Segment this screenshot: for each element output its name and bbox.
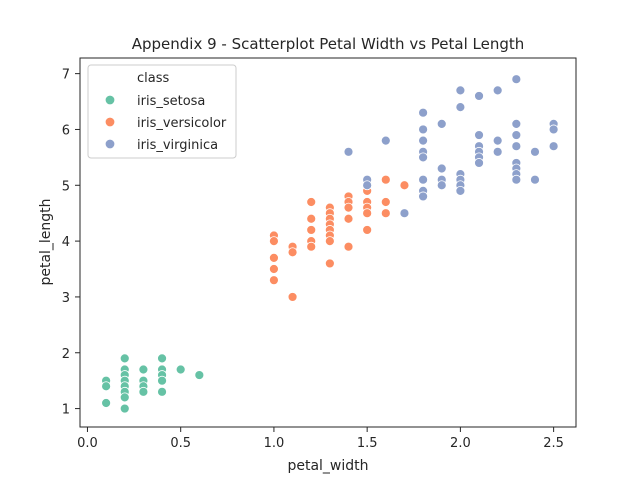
legend-title: class <box>137 71 169 86</box>
point-iris_setosa-14 <box>138 386 149 397</box>
point-iris_virginica-14 <box>436 163 447 174</box>
point-iris_versicolor-19 <box>324 236 335 247</box>
point-iris_virginica-28 <box>474 158 484 168</box>
point-iris_virginica-16 <box>436 180 447 191</box>
x-tick-label: 1.0 <box>264 436 285 451</box>
point-iris_versicolor-3 <box>269 264 279 274</box>
x-axis-label: petal_width <box>287 458 368 474</box>
x-axis: 0.0 0.5 1.0 1.5 2.0 2.5 <box>77 427 564 451</box>
y-tick-label: 6 <box>62 123 70 138</box>
point-iris_versicolor-23 <box>343 202 354 213</box>
y-axis: 1 2 3 4 5 6 7 <box>62 68 80 418</box>
legend-entries: iris_setosa iris_versicolor iris_virginica <box>104 94 227 153</box>
point-iris_setosa-20 <box>175 364 186 375</box>
legend-box <box>87 64 237 159</box>
legend: class iris_setosa iris_versicolor iris_vir… <box>87 64 237 159</box>
point-iris_setosa-21 <box>194 370 205 380</box>
y-axis-label: petal_length <box>38 198 54 285</box>
point-iris_virginica-22 <box>455 185 466 196</box>
point-iris_virginica-0 <box>343 146 354 157</box>
point-iris_virginica-30 <box>492 135 503 146</box>
point-iris_versicolor-10 <box>306 225 317 235</box>
point-iris_versicolor-30 <box>362 208 373 219</box>
point-iris_versicolor-12 <box>306 241 317 252</box>
point-iris_versicolor-25 <box>343 241 354 252</box>
point-iris_versicolor-9 <box>306 213 317 224</box>
point-iris_versicolor-33 <box>380 197 391 207</box>
y-tick-label: 4 <box>62 235 70 250</box>
y-tick-label: 5 <box>62 179 70 194</box>
point-iris_virginica-2 <box>362 180 373 191</box>
legend-label-iris_versicolor: iris_versicolor <box>137 116 227 131</box>
point-iris_virginica-5 <box>418 107 429 118</box>
y-tick-label: 3 <box>62 291 70 306</box>
chart-title: Appendix 9 - Scatterplot Petal Width vs … <box>132 35 525 53</box>
point-iris_virginica-3 <box>380 135 391 146</box>
point-iris_versicolor-6 <box>287 247 298 258</box>
legend-marker-iris_setosa <box>104 94 116 106</box>
point-iris_setosa-15 <box>157 353 167 364</box>
y-tick-label: 1 <box>62 403 70 418</box>
point-iris_setosa-2 <box>101 398 112 408</box>
legend-label-iris_setosa: iris_setosa <box>137 94 205 109</box>
point-iris_versicolor-31 <box>362 225 373 235</box>
point-iris_virginica-4 <box>399 208 410 219</box>
x-tick-label: 2.0 <box>450 436 471 451</box>
point-iris_virginica-13 <box>436 118 447 129</box>
point-iris_virginica-39 <box>511 174 522 185</box>
point-iris_virginica-33 <box>511 118 522 129</box>
point-iris_versicolor-35 <box>399 180 410 191</box>
point-iris_versicolor-34 <box>380 208 391 219</box>
point-iris_setosa-3 <box>119 353 130 364</box>
point-iris_versicolor-7 <box>287 292 298 302</box>
plot-frame <box>79 57 577 428</box>
point-iris_virginica-32 <box>511 74 522 85</box>
point-iris_virginica-6 <box>418 124 429 135</box>
point-iris_virginica-24 <box>474 130 484 140</box>
point-iris_virginica-40 <box>530 146 540 157</box>
point-iris_versicolor-32 <box>380 174 391 185</box>
point-iris_virginica-43 <box>548 124 559 135</box>
point-iris_virginica-12 <box>418 191 429 202</box>
point-iris_virginica-35 <box>511 141 522 152</box>
point-iris_setosa-10 <box>119 403 130 414</box>
x-tick-label: 0.5 <box>170 436 191 451</box>
point-iris_versicolor-20 <box>324 258 335 269</box>
point-iris_versicolor-2 <box>269 252 279 263</box>
point-iris_versicolor-1 <box>269 236 279 247</box>
y-tick-label: 7 <box>62 68 70 83</box>
point-iris_virginica-9 <box>418 152 429 163</box>
point-iris_virginica-7 <box>418 135 429 146</box>
point-iris_virginica-31 <box>492 146 503 157</box>
point-iris_virginica-44 <box>548 141 559 152</box>
point-iris_versicolor-4 <box>269 275 279 286</box>
point-iris_setosa-11 <box>138 364 149 375</box>
point-iris_virginica-41 <box>530 174 540 185</box>
point-iris_setosa-19 <box>157 386 167 397</box>
point-iris_versicolor-24 <box>343 213 354 224</box>
legend-marker-iris_versicolor <box>104 116 116 128</box>
point-iris_virginica-10 <box>418 174 429 185</box>
point-iris_virginica-34 <box>511 130 522 140</box>
legend-label-iris_virginica: iris_virginica <box>137 138 218 153</box>
y-tick-label: 2 <box>62 347 70 362</box>
x-tick-label: 1.5 <box>357 436 378 451</box>
points-layer <box>101 74 559 414</box>
point-iris_virginica-29 <box>492 85 503 96</box>
point-iris_virginica-23 <box>474 91 484 101</box>
point-iris_virginica-17 <box>455 85 466 96</box>
point-iris_setosa-1 <box>101 381 112 392</box>
point-iris_virginica-18 <box>455 102 466 113</box>
x-tick-label: 0.0 <box>77 436 98 451</box>
point-iris_setosa-9 <box>119 392 130 403</box>
legend-marker-iris_virginica <box>104 138 116 150</box>
point-iris_setosa-18 <box>157 375 167 386</box>
x-tick-label: 2.5 <box>543 436 564 451</box>
point-iris_versicolor-8 <box>306 197 317 207</box>
